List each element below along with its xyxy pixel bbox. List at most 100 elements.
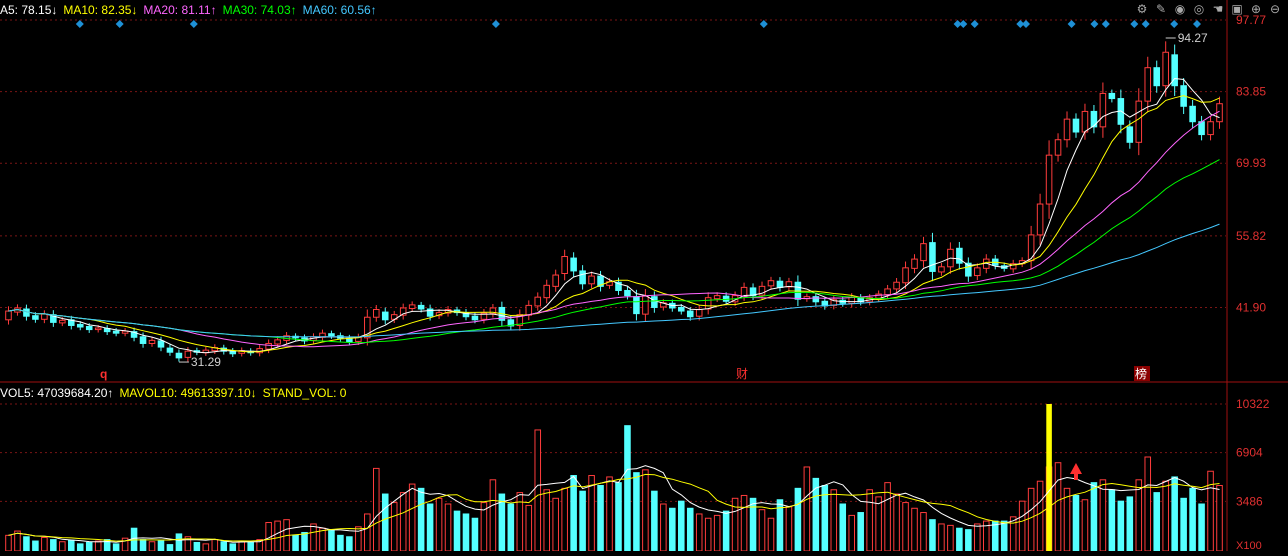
candle-body [597, 275, 604, 287]
candle-body [328, 333, 335, 337]
volume-bar [1108, 489, 1116, 552]
candle-body [543, 284, 551, 299]
signal-diamond [1101, 20, 1110, 28]
candle-body [740, 286, 748, 297]
signal-diamond [1090, 20, 1099, 28]
volume-bar [1207, 470, 1214, 552]
candle-body [1144, 67, 1152, 102]
volume-bar [1171, 476, 1178, 552]
volume-bar [229, 543, 237, 552]
volume-bar [857, 512, 864, 552]
hand-icon[interactable]: ☚ [1212, 2, 1224, 16]
volume-bar [32, 540, 39, 552]
signal-diamond [970, 20, 979, 28]
volume-bar [274, 520, 281, 552]
signal-diamond [1193, 20, 1201, 28]
candle-body [157, 340, 165, 348]
candle-body [1135, 100, 1143, 143]
volume-bars [5, 404, 1223, 552]
volume-bar [417, 487, 425, 552]
eye-icon[interactable]: ◎ [1193, 2, 1205, 16]
legend-price-item-0: A5: 78.15↓ [0, 3, 58, 17]
chart-toolbar: ⚙ ✎ ◉ ◎ ☚ ▣ ⊕ ⊖ [1135, 2, 1282, 16]
candle-body [41, 313, 48, 320]
volume-bar [408, 483, 416, 552]
volume-bar [1090, 482, 1098, 552]
volume-bar [399, 492, 407, 552]
candle-body [274, 339, 281, 345]
lock-icon[interactable]: ▣ [1231, 2, 1243, 16]
volume-bar [148, 541, 156, 552]
minus-icon[interactable]: ⊖ [1269, 2, 1281, 16]
legend-price-item-2: MA20: 81.11↑ [143, 3, 217, 17]
volume-bar [381, 493, 389, 552]
volume-bar [310, 523, 317, 552]
candle-body [399, 307, 407, 316]
settings-icon[interactable]: ⚙ [1136, 2, 1148, 16]
price-axis-label: 69.93 [1236, 156, 1266, 170]
volume-axis-label: 6904 [1236, 446, 1263, 460]
volume-bar [301, 531, 308, 552]
volume-bar [1009, 516, 1017, 552]
price-legend: A5: 78.15↓ MA10: 82.35↓ MA20: 81.11↑ MA30: … [0, 3, 383, 17]
candle-body [381, 311, 389, 321]
volume-bar [669, 507, 676, 552]
volume-bar [94, 540, 102, 552]
volume-bar [462, 513, 470, 552]
candle-body [615, 281, 622, 291]
candle-body [956, 247, 963, 264]
volume-bar [920, 512, 927, 552]
volume-bar [157, 540, 165, 552]
volume-bar [704, 517, 712, 552]
volume-bar [211, 539, 219, 552]
candle-body [1090, 110, 1098, 128]
volume-arrow [1069, 463, 1082, 480]
ma20-line [8, 110, 1220, 348]
volume-bar [1027, 487, 1035, 552]
volume-bar [1072, 494, 1080, 552]
volume-bar [785, 506, 793, 552]
volume-bar [1081, 499, 1089, 552]
candle-body [426, 308, 434, 317]
candle-body [1063, 118, 1071, 141]
volume-bar [722, 510, 730, 552]
candle-body [1207, 121, 1214, 136]
eye-icon[interactable]: ◉ [1174, 2, 1186, 16]
candle-body [480, 312, 488, 320]
plus-icon[interactable]: ⊕ [1250, 2, 1262, 16]
candle-body [938, 266, 945, 273]
volume-axis-label: 10322 [1236, 397, 1270, 411]
candle-body [561, 256, 568, 274]
volume-bar [1153, 492, 1161, 552]
volume-bar [1162, 480, 1169, 552]
volume-bar [543, 489, 551, 552]
candle-body [1045, 154, 1053, 205]
pen-icon[interactable]: ✎ [1155, 2, 1167, 16]
volume-bar [292, 534, 299, 552]
high-price-label: 94.27 [1178, 31, 1208, 45]
volume-bar [615, 482, 622, 552]
candle-body [1108, 92, 1116, 100]
candle-body [1054, 139, 1062, 156]
signal-diamond [1016, 20, 1025, 28]
volume-bar [794, 487, 802, 552]
candle-body [965, 262, 972, 277]
candle-body [417, 304, 425, 310]
volume-bar [193, 541, 201, 552]
volume-bar [1180, 497, 1187, 552]
low-price-label: 31.29 [191, 355, 221, 369]
signal-diamond [1170, 20, 1179, 28]
volume-bar [956, 527, 963, 552]
candle-body [920, 243, 927, 262]
volume-bar [597, 484, 604, 552]
candle-body [1162, 51, 1169, 87]
volume-bar [202, 543, 210, 552]
marker-q: q [100, 367, 107, 381]
volume-bar [938, 523, 945, 552]
candle-body [507, 319, 515, 327]
candle-body [893, 281, 900, 290]
volume-bar [139, 539, 147, 552]
volume-bar [713, 514, 721, 552]
candle-body [265, 342, 272, 350]
